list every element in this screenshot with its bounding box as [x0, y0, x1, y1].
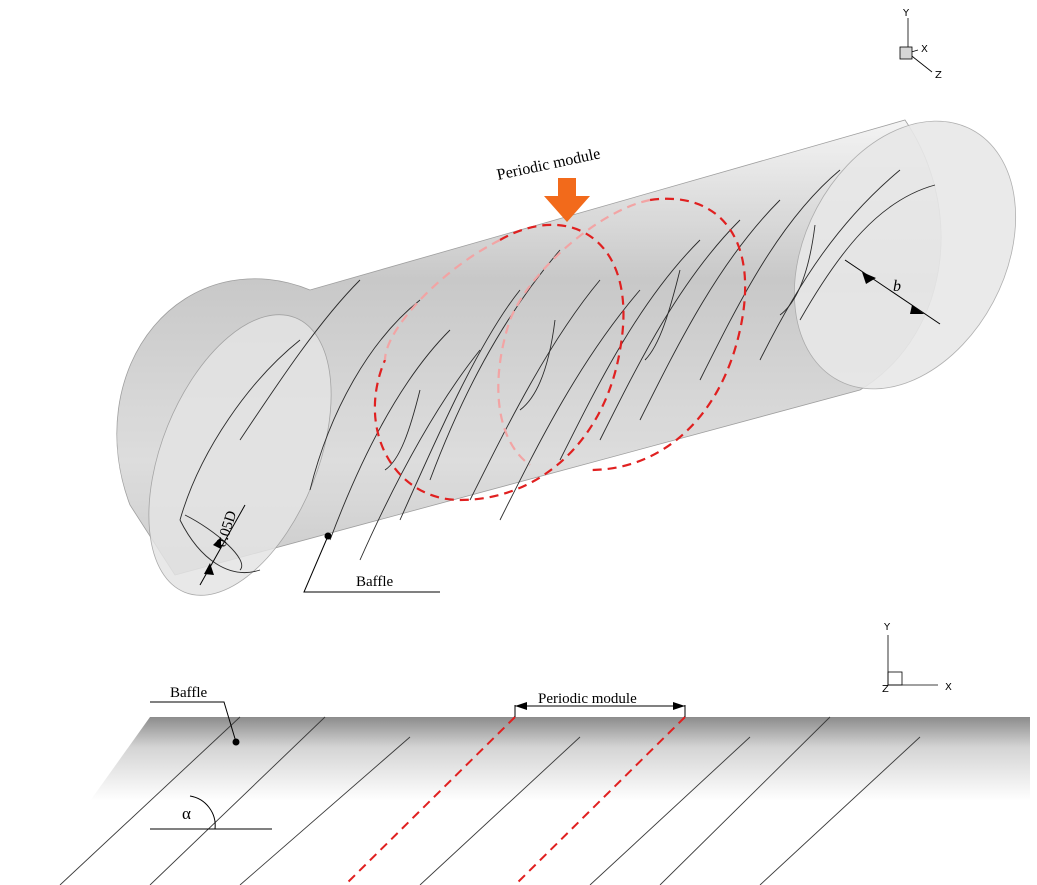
- width-label: b: [893, 278, 901, 295]
- axis-z-3d: Z: [935, 70, 942, 81]
- tube-left-end: [148, 314, 332, 596]
- tube-3d-view: Periodic module b 0.05D Baffle Y: [116, 8, 1017, 596]
- axis-y-3d: Y: [902, 8, 910, 19]
- baffle-helix-lines: [179, 169, 936, 573]
- periodic-module-label-3d: Periodic module: [495, 145, 602, 184]
- axis-z-side: Z: [882, 684, 889, 695]
- axis-x-3d: X: [921, 44, 928, 55]
- side-periodic-module-lines: [344, 716, 686, 885]
- axis-y-side: Y: [883, 622, 891, 633]
- periodic-module-arrow: [544, 178, 590, 222]
- periodic-module-dimension: Periodic module: [514, 691, 686, 717]
- side-baffle-lines: [59, 716, 921, 885]
- tube-side-view: Periodic module Baffle α Y X Z: [30, 622, 1030, 885]
- periodic-module-outline-3d: [373, 197, 747, 502]
- angle-alpha-label: α: [182, 804, 191, 823]
- axis-triad-3d: Y X Z: [899, 8, 942, 81]
- baffle-leader-side: Baffle: [150, 685, 240, 746]
- axis-x-side: X: [945, 682, 952, 693]
- width-dimension: b: [844, 259, 941, 325]
- tube-right-end: [793, 120, 1017, 390]
- axis-triad-side: Y X Z: [882, 622, 952, 695]
- periodic-module-label-side: Periodic module: [538, 691, 637, 707]
- baffle-label-side: Baffle: [170, 685, 208, 701]
- side-tube-body: [30, 717, 1030, 885]
- baffle-leader-3d: Baffle: [303, 532, 440, 593]
- angle-alpha: α: [150, 795, 272, 830]
- baffle-label-3d: Baffle: [356, 574, 394, 590]
